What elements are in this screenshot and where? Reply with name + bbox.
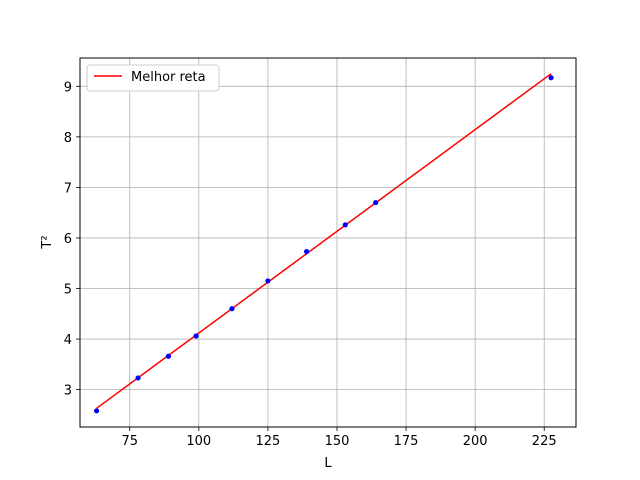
data-point	[373, 199, 379, 206]
y-tick-label: 4	[64, 333, 72, 348]
y-tick-label: 9	[64, 80, 72, 95]
x-tick-label: 175	[394, 434, 419, 449]
y-tick-label: 5	[64, 282, 72, 297]
x-tick-label: 100	[186, 434, 211, 449]
x-axis-ticks: 75 100 125 150 175 200 225	[121, 427, 557, 449]
line-series	[96, 73, 552, 409]
data-point	[265, 278, 271, 284]
data-point	[93, 408, 100, 414]
data-point	[342, 222, 348, 228]
data-point	[229, 306, 235, 312]
y-tick-label: 6	[64, 232, 72, 247]
data-point	[303, 248, 310, 255]
legend: Melhor reta	[86, 64, 220, 92]
plot-background	[80, 58, 576, 427]
data-point	[548, 75, 554, 81]
legend-label: Melhor reta	[131, 70, 206, 85]
data-point	[193, 333, 199, 339]
data-point	[165, 353, 172, 359]
grid	[80, 58, 576, 427]
x-tick-label: 125	[255, 434, 280, 449]
legend-box	[86, 64, 220, 92]
plot-frame	[79, 57, 577, 428]
best-fit-line	[96, 73, 552, 409]
x-tick-label: 75	[121, 434, 138, 449]
y-tick-label: 8	[64, 131, 72, 146]
point-series	[93, 75, 554, 414]
y-tick-label: 7	[64, 181, 72, 196]
x-axis-label: L	[324, 456, 332, 471]
x-tick-label: 200	[463, 434, 488, 449]
y-axis-ticks: 3 4 5 6 7 8 9	[64, 80, 80, 399]
y-tick-label: 3	[64, 384, 72, 399]
y-axis-label: T²	[40, 235, 55, 249]
data-point	[135, 375, 141, 381]
x-tick-label: 150	[325, 434, 350, 449]
x-tick-label: 225	[532, 434, 557, 449]
